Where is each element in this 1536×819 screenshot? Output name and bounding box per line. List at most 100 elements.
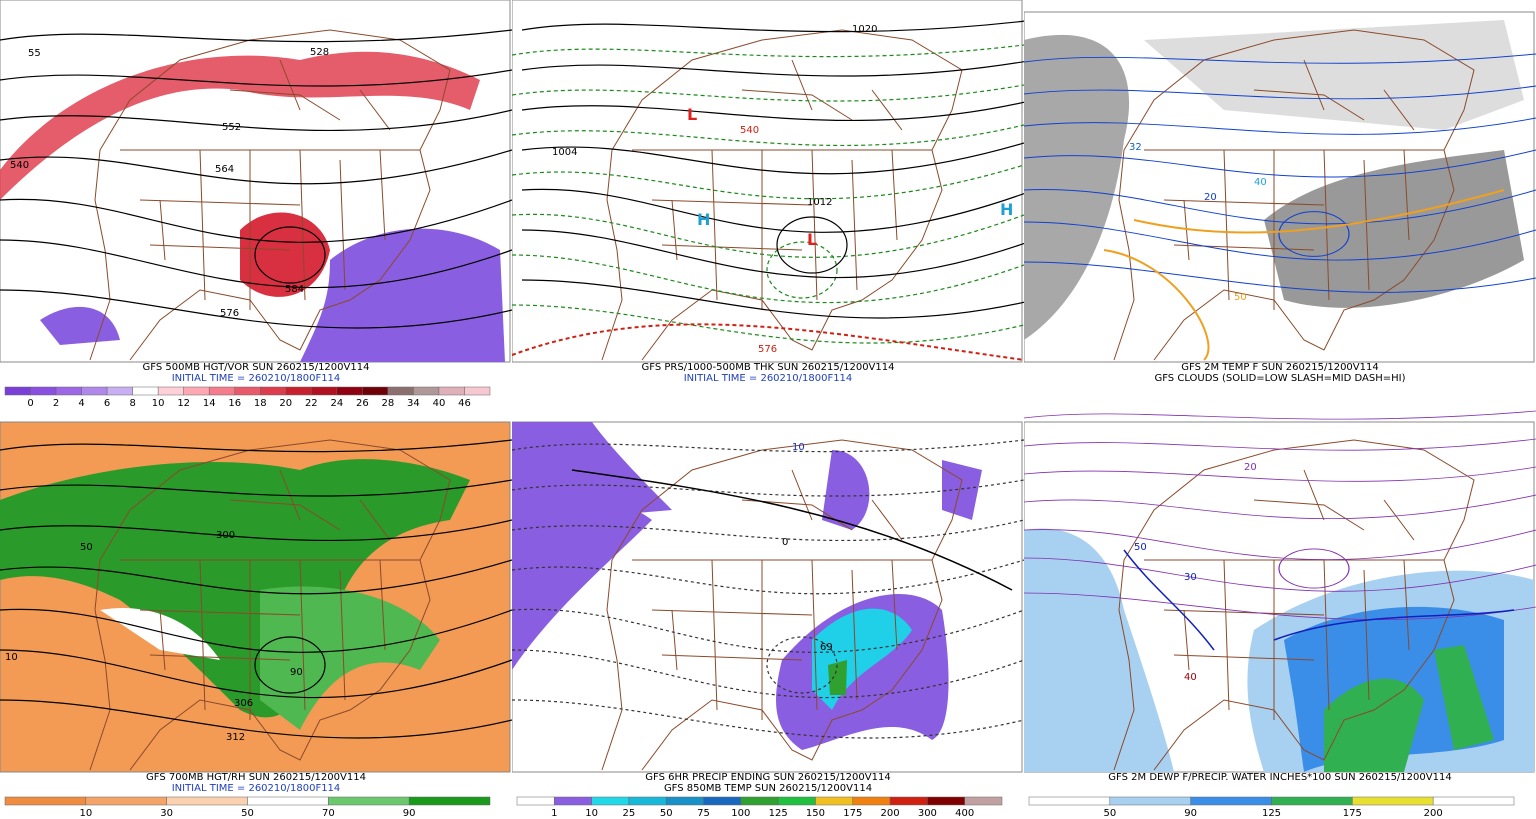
precip bbox=[828, 660, 847, 695]
map-label: 50 bbox=[80, 542, 93, 553]
map-label: 40 bbox=[1254, 177, 1267, 188]
colorbar-label: 50 bbox=[660, 808, 673, 819]
colorbar-swatch bbox=[328, 796, 410, 806]
map-label: L bbox=[807, 230, 817, 249]
colorbar-label: 25 bbox=[623, 808, 636, 819]
panel: 32 40 50 20 GFS 2M TEMP F SUN 260215/120… bbox=[1024, 11, 1536, 384]
colorbar-label: 28 bbox=[382, 398, 395, 409]
map-label: 50 bbox=[1134, 542, 1147, 553]
colorbar-label: 90 bbox=[1184, 808, 1197, 819]
colorbar-label: 18 bbox=[254, 398, 267, 409]
map-label: 1020 bbox=[852, 24, 877, 35]
colorbar-swatch bbox=[311, 386, 338, 396]
colorbar-swatch bbox=[1432, 796, 1515, 806]
colorbar-label: 1 bbox=[551, 808, 557, 819]
colorbar-label: 6 bbox=[104, 398, 110, 409]
colorbar-label: 175 bbox=[1343, 808, 1362, 819]
colorbar-label: 200 bbox=[1424, 808, 1443, 819]
colorbar-label: 90 bbox=[403, 808, 416, 819]
caption: INITIAL TIME = 260210/1800F114 bbox=[684, 373, 853, 384]
colorbar-swatch bbox=[413, 386, 440, 396]
colorbar-swatch bbox=[336, 386, 363, 396]
colorbar-label: 8 bbox=[129, 398, 135, 409]
map-label: 0 bbox=[782, 537, 788, 548]
colorbar-swatch bbox=[132, 386, 159, 396]
map-label: 576 bbox=[220, 308, 239, 319]
map-label: 1012 bbox=[807, 197, 832, 208]
colorbar-swatch bbox=[740, 796, 779, 806]
colorbar-label: 400 bbox=[955, 808, 974, 819]
colorbar-label: 46 bbox=[458, 398, 471, 409]
rh bbox=[260, 586, 440, 730]
panel: 0 10 69 GFS 6HR PRECIP ENDING SUN 260215… bbox=[512, 421, 1024, 819]
colorbar-swatch bbox=[387, 386, 414, 396]
colorbar-label: 26 bbox=[356, 398, 369, 409]
clouds bbox=[1264, 150, 1524, 308]
map-label: 40 bbox=[1184, 672, 1197, 683]
pwat bbox=[1024, 528, 1174, 772]
colorbar-swatch bbox=[285, 386, 312, 396]
colorbar-swatch bbox=[30, 386, 57, 396]
colorbar-swatch bbox=[777, 796, 816, 806]
map-label: 540 bbox=[10, 160, 29, 171]
colorbar-swatch bbox=[554, 796, 592, 806]
colorbar-swatch bbox=[964, 796, 1003, 806]
caption: GFS CLOUDS (SOLID=LOW SLASH=MID DASH=HI) bbox=[1154, 373, 1405, 384]
colorbar-label: 24 bbox=[330, 398, 343, 409]
panel: 40 30 50 20 GFS 2M DEWP F/PRECIP. WATER … bbox=[1024, 410, 1536, 819]
colorbar-label: 50 bbox=[1103, 808, 1116, 819]
map-label: 30 bbox=[1184, 572, 1197, 583]
colorbar-label: 40 bbox=[433, 398, 446, 409]
map-label: 300 bbox=[216, 530, 235, 541]
colorbar-swatch bbox=[1028, 796, 1111, 806]
map-label: 50 bbox=[1234, 292, 1247, 303]
caption: GFS PRS/1000-500MB THK SUN 260215/1200V1… bbox=[642, 362, 895, 373]
colorbar-swatch bbox=[1109, 796, 1191, 806]
dewpoint-contours bbox=[1123, 549, 1515, 651]
clouds bbox=[1144, 20, 1524, 130]
colorbar-swatch bbox=[464, 386, 491, 396]
colorbar-swatch bbox=[208, 386, 235, 396]
caption: INITIAL TIME = 260210/1800F114 bbox=[172, 373, 341, 384]
colorbar-label: 175 bbox=[843, 808, 862, 819]
colorbar-swatch bbox=[55, 386, 82, 396]
colorbar-swatch bbox=[183, 386, 210, 396]
colorbar-swatch bbox=[4, 796, 87, 806]
caption: INITIAL TIME = 260210/1800F114 bbox=[172, 783, 341, 794]
panel: L L H H 1020 1012 540 576 1004 GFS PRS/1… bbox=[512, 0, 1024, 384]
colorbar-swatch bbox=[815, 796, 854, 806]
rh bbox=[0, 459, 470, 718]
colorbar-label: 125 bbox=[769, 808, 788, 819]
colorbar-label: 10 bbox=[585, 808, 598, 819]
panel: 552 564 576 528 584 540 55 GFS 500MB HGT… bbox=[0, 0, 512, 409]
map-label: 1004 bbox=[552, 147, 577, 158]
colorbar-label: 200 bbox=[881, 808, 900, 819]
colorbar-swatch bbox=[234, 386, 261, 396]
precip bbox=[822, 450, 982, 530]
colorbar-label: 14 bbox=[203, 398, 216, 409]
map-label: 10 bbox=[792, 442, 805, 453]
colorbar-label: 150 bbox=[806, 808, 825, 819]
colorbar-swatch bbox=[852, 796, 891, 806]
vorticity bbox=[240, 212, 330, 297]
rh bbox=[100, 608, 220, 660]
map-label: 306 bbox=[234, 698, 253, 709]
vorticity bbox=[300, 228, 505, 362]
map-label: H bbox=[697, 210, 710, 229]
caption: GFS 500MB HGT/VOR SUN 260215/1200V114 bbox=[143, 362, 370, 373]
map-label: 55 bbox=[28, 48, 41, 59]
colorbar-label: 0 bbox=[27, 398, 33, 409]
colorbar-label: 16 bbox=[228, 398, 241, 409]
vorticity bbox=[40, 306, 120, 345]
vorticity bbox=[0, 51, 480, 200]
thickness-540 bbox=[512, 323, 1024, 361]
colorbar-swatch bbox=[1271, 796, 1353, 806]
colorbar-label: 34 bbox=[407, 398, 420, 409]
pwat bbox=[1324, 645, 1494, 772]
temp-contours bbox=[1103, 189, 1505, 361]
map-label: 20 bbox=[1244, 462, 1257, 473]
map-label: 32 bbox=[1129, 142, 1142, 153]
colorbar-swatch bbox=[85, 796, 167, 806]
colorbar-swatch bbox=[703, 796, 742, 806]
